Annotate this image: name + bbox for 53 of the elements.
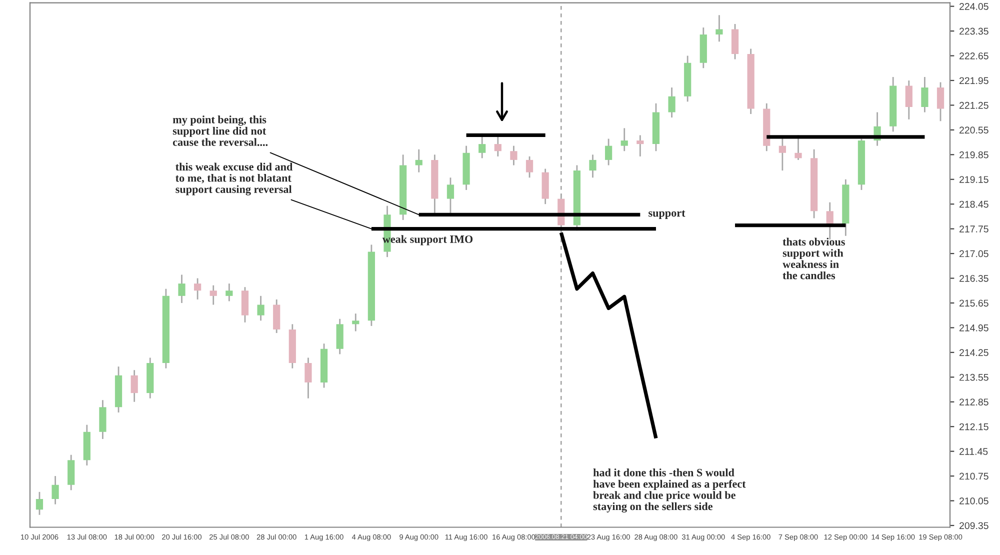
candlestick — [178, 274, 186, 304]
candlestick — [257, 295, 264, 322]
y-tick-label: 214.95 — [960, 324, 988, 332]
y-tick-label: 214.25 — [960, 349, 988, 356]
y-tick-label: 217.05 — [960, 250, 988, 258]
candlestick — [210, 284, 217, 306]
y-tick-label: 220.55 — [960, 126, 988, 134]
y-tick-label: 217.75 — [960, 226, 988, 232]
candlestick — [226, 282, 233, 302]
candlestick — [446, 176, 454, 214]
y-tick-label: 219.85 — [960, 151, 988, 158]
candlestick — [936, 82, 944, 122]
candlestick — [605, 138, 612, 166]
candlestick — [636, 134, 644, 158]
candlestick — [304, 357, 312, 400]
annotation: this weak excuse did and to me, that is not blatant support causing reversal — [176, 162, 293, 196]
candlestick — [494, 134, 502, 158]
y-tick-label: 209.35 — [960, 522, 988, 530]
y-tick-label: 211.45 — [960, 448, 988, 455]
annotation: weak support IMO — [382, 235, 473, 246]
candlestick — [668, 86, 676, 118]
candlestick — [716, 14, 723, 42]
y-tick-label: 212.15 — [960, 423, 988, 430]
y-tick-label: 223.35 — [960, 28, 988, 35]
candlestick — [194, 278, 202, 300]
y-tick-label: 219.15 — [960, 176, 988, 183]
candlestick — [52, 475, 59, 505]
y-tick-label: 221.25 — [960, 102, 988, 109]
y-tick-label: 212.85 — [960, 398, 988, 406]
y-tick-label: 210.05 — [960, 497, 988, 504]
y-tick-label: 215.65 — [960, 300, 988, 307]
y-tick-label: 210.75 — [960, 472, 988, 480]
candlestick — [130, 369, 138, 403]
y-tick-label: 213.55 — [960, 374, 988, 381]
candlestick — [415, 148, 422, 173]
candlestick — [589, 154, 596, 178]
y-tick-label: 222.65 — [960, 52, 988, 60]
y-tick-label: 218.45 — [960, 200, 988, 208]
candlestick — [905, 80, 912, 120]
y-tick-label: 216.35 — [960, 274, 988, 282]
annotation: my point being, this support line did not cause the reversal.... — [172, 116, 268, 146]
y-tick-label: 224.05 — [960, 3, 988, 10]
annotation: support — [648, 210, 686, 219]
candlestick — [526, 156, 534, 178]
y-tick-label: 221.95 — [960, 77, 988, 84]
candlestick — [352, 312, 360, 332]
candlestick — [36, 491, 44, 516]
candlestick — [510, 145, 518, 166]
annotation: had it done this -then S would have been explained as a perfect break and clue price would be staying on the sellers side — [593, 468, 746, 512]
candlestick — [620, 127, 628, 152]
candlestick — [778, 136, 786, 172]
annotation: thats obvious support with weakness in the candles — [782, 238, 845, 280]
candlestick — [921, 76, 928, 113]
